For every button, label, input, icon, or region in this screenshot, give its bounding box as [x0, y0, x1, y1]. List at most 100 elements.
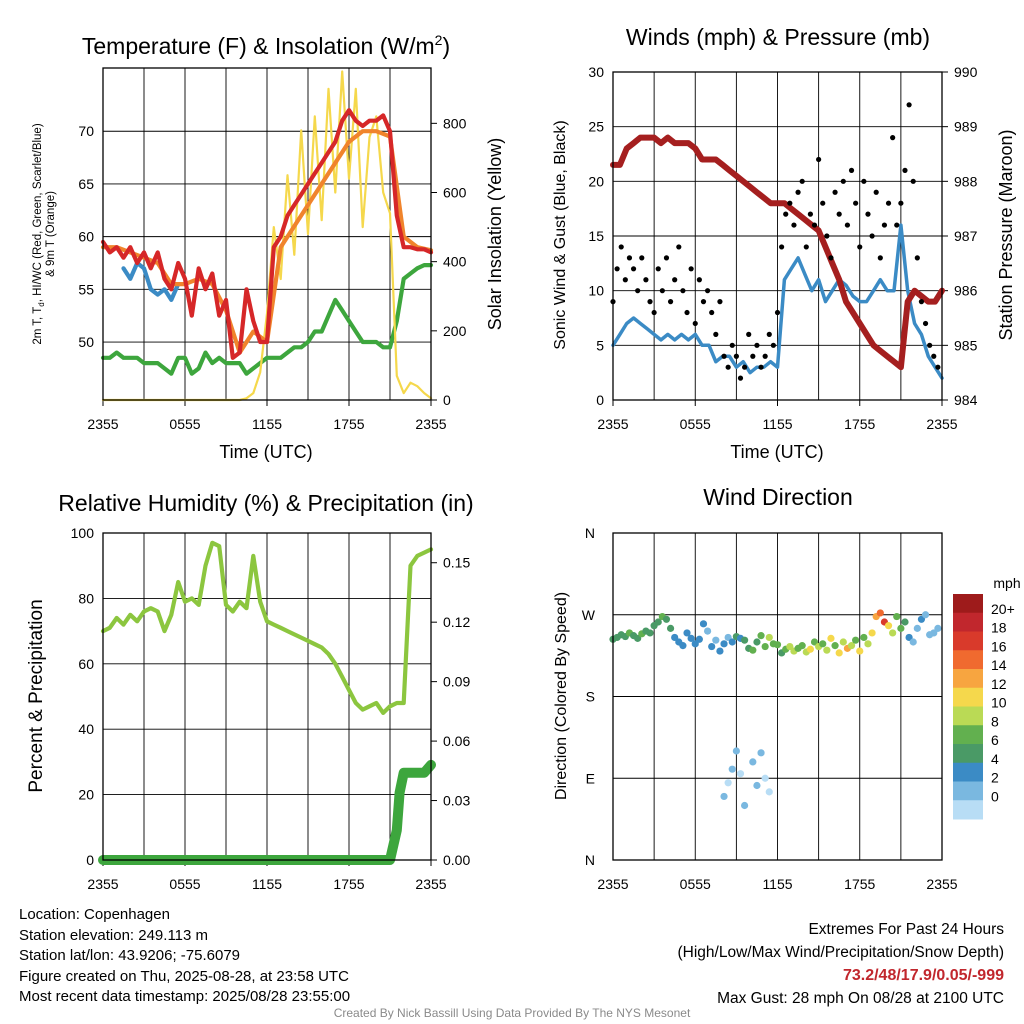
gust-point: [651, 309, 657, 316]
colorbar-swatch: [953, 800, 983, 820]
direction-point: [839, 638, 847, 646]
colorbar-label: 16: [991, 638, 1007, 654]
gust-point: [663, 255, 670, 261]
direction-ytick-label: N: [585, 525, 595, 541]
gust-point: [684, 309, 690, 316]
winds-xlabel: Time (UTC): [730, 442, 823, 462]
direction-point: [699, 620, 708, 628]
gust-point: [783, 211, 789, 217]
gust-point: [758, 364, 764, 370]
gust-point: [647, 299, 653, 305]
gust-point: [918, 299, 925, 305]
gust-point: [717, 299, 723, 305]
gust-point: [840, 178, 846, 184]
winds-ytick-label: 30: [588, 64, 604, 80]
gust-point: [832, 189, 838, 195]
gust-point: [922, 320, 929, 327]
colorbar-swatch: [953, 669, 983, 689]
elevation-text: Station elevation: 249.113 m: [19, 926, 209, 944]
direction-point: [884, 622, 893, 630]
direction-point: [827, 634, 835, 642]
direction-point: [893, 612, 901, 621]
colorbar-label: 4: [991, 751, 999, 767]
colorbar-label: 8: [991, 713, 999, 729]
direction-point: [921, 611, 930, 619]
gust-point: [635, 288, 641, 294]
gust-point: [791, 222, 797, 228]
gust-point: [754, 342, 760, 348]
colorbar-title: mph: [993, 575, 1020, 591]
winds-y2tick-label: 987: [954, 228, 978, 244]
winds-y2tick-label: 990: [954, 64, 978, 80]
gust-point: [824, 233, 830, 239]
direction-point: [728, 638, 736, 646]
colorbar-label: 10: [991, 695, 1007, 711]
recent-text: Most recent data timestamp: 2025/08/28 2…: [19, 988, 351, 1005]
temperature-ytick-label: 65: [78, 176, 94, 192]
temperature-ytick-label: 55: [78, 281, 94, 297]
colorbar-swatch: [953, 612, 983, 632]
humidity-ytick-label: 80: [78, 590, 94, 606]
winds-ytick-label: 15: [588, 228, 604, 244]
gust-point: [861, 178, 867, 184]
direction-point: [720, 640, 728, 648]
temperature-ylabel-line1: 2m T, Td, HI/WC (Red, Green, Scarlet/Blu…: [32, 123, 46, 344]
credit-text: Created By Nick Bassill Using Data Provi…: [333, 1006, 691, 1020]
winds-ytick-label: 0: [596, 392, 604, 408]
direction-point: [666, 624, 675, 632]
direction-xtick-label: 0555: [680, 876, 711, 892]
direction-point: [724, 779, 732, 787]
direction-point: [720, 792, 728, 801]
extremes-title: Extremes For Past 24 Hours: [808, 921, 1004, 938]
direction-point: [868, 629, 876, 637]
humidity-y2tick-label: 0.12: [443, 614, 470, 630]
humidity-ytick-label: 0: [86, 852, 94, 868]
temperature-xtick-label: 1755: [333, 416, 364, 432]
winds-border: [612, 71, 943, 401]
gust-point: [906, 102, 912, 108]
winds-y2tick-label: 986: [954, 283, 978, 299]
direction-point: [765, 788, 773, 796]
winds-y2tick-label: 985: [954, 337, 978, 353]
station-info: Location: Copenhagen Station elevation: …: [19, 905, 350, 1008]
direction-point: [897, 624, 905, 632]
direction-ytick-label: W: [582, 607, 596, 623]
direction-point: [823, 646, 831, 654]
gust-point: [672, 277, 678, 283]
direction-ytick-label: N: [585, 852, 595, 868]
direction-point: [708, 642, 716, 651]
winds-xtick-label: 0555: [680, 416, 711, 432]
winds-y2tick-label: 988: [954, 173, 978, 189]
gust-point: [700, 299, 707, 305]
latlon-text: Station lat/lon: 43.9206; -75.6079: [19, 947, 241, 964]
gust-point: [807, 211, 814, 217]
temperature-y2tick-label: 0: [443, 392, 451, 408]
humidity-xtick-label: 1755: [333, 876, 364, 892]
colorbar-swatch: [953, 744, 983, 764]
gust-point: [762, 353, 768, 359]
humidity-xtick-label: 1155: [252, 876, 282, 892]
direction-point: [753, 781, 761, 790]
direction-point: [864, 640, 872, 648]
gust-point: [865, 211, 871, 217]
gust-point: [927, 342, 933, 348]
humidity-ytick-label: 60: [78, 656, 94, 672]
gust-point: [877, 255, 883, 261]
direction-panel: Wind Direction 2355 0555 1155 1755 2355NESWN…: [553, 484, 1021, 892]
humidity-ytick-label: 20: [78, 787, 94, 803]
gust-point: [881, 222, 888, 228]
direction-point: [909, 638, 917, 646]
direction-ylabel: Direction (Colored By Speed): [553, 592, 570, 800]
direction-point: [852, 636, 860, 644]
colorbar-swatch: [953, 762, 983, 782]
gust-point: [910, 178, 916, 184]
direction-point: [662, 615, 671, 623]
temperature-y2tick-label: 600: [443, 185, 467, 201]
direction-point: [889, 629, 897, 637]
winds-y2tick-label: 984: [954, 392, 978, 408]
direction-point: [654, 618, 662, 626]
gust-point: [750, 353, 756, 359]
direction-point: [753, 638, 761, 646]
direction-ytick-label: E: [586, 770, 595, 786]
